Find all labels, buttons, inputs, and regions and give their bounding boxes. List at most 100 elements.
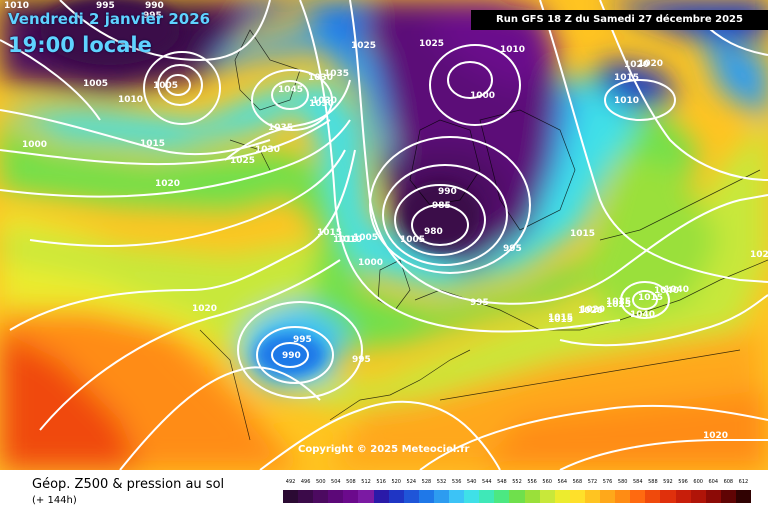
isobar-label: 1010	[337, 235, 362, 245]
isobar-label: 1020	[703, 431, 728, 441]
scale-swatch	[539, 490, 556, 503]
isobar-label: 1030	[308, 73, 333, 83]
isobar-label: 1040	[664, 285, 689, 295]
isobar-label: 1015	[548, 313, 573, 323]
scale-tick-label: 588	[648, 479, 658, 485]
isobar-label: 1005	[400, 235, 425, 245]
scale-tick-label: 496	[300, 479, 311, 485]
isobar-label: 1025	[606, 300, 631, 310]
isobar-label: 995	[143, 11, 162, 21]
scale-swatch	[313, 490, 329, 503]
isobar-label: 1025	[230, 156, 255, 166]
isobar-label: 995	[352, 355, 371, 365]
scale-tick-label: 536	[451, 479, 462, 485]
isobar-label: 1010	[500, 45, 525, 55]
scale-tick-label: 532	[436, 479, 447, 485]
scale-swatch	[735, 490, 752, 503]
scale-tick-label: 524	[406, 479, 417, 485]
model-run-info: Run GFS 18 Z du Samedi 27 décembre 2025	[471, 10, 768, 30]
isobar-label: 1035	[324, 69, 349, 79]
isobar-label: 1035	[268, 123, 293, 133]
scale-tick-label: 552	[512, 479, 522, 485]
scale-tick-label: 592	[663, 479, 673, 485]
isobar-label: 1010	[614, 96, 639, 106]
scale-tick-label: 576	[602, 479, 613, 485]
color-scale	[283, 490, 752, 503]
isobar-label: 1020	[578, 306, 603, 316]
scale-tick-label: 600	[693, 479, 703, 485]
scale-tick-label: 520	[391, 479, 401, 485]
scale-swatch	[298, 490, 314, 503]
scale-swatch	[615, 490, 631, 503]
scale-swatch	[569, 490, 586, 503]
scale-tick-label: 548	[497, 479, 507, 485]
scale-tick-label: 584	[632, 479, 643, 485]
isobar-label: 995	[503, 244, 522, 254]
scale-tick-label: 596	[678, 479, 688, 485]
scale-swatch	[373, 490, 390, 503]
legend-bar: Géop. Z500 & pression au sol (+ 144h) 49…	[0, 470, 768, 512]
isobar-label: 990	[282, 351, 301, 361]
isobar-label: 1020	[750, 250, 768, 260]
scale-swatch	[343, 490, 359, 503]
isobar-label: 1005	[353, 233, 378, 243]
isobar-label: 1015	[317, 228, 342, 238]
isobar-label: 1020	[580, 305, 605, 315]
isobar-label: 1040	[654, 286, 679, 296]
forecast-step: (+ 144h)	[32, 495, 77, 506]
isobar-label: 995	[96, 1, 115, 11]
isobar-label: 1015	[140, 139, 165, 149]
scale-swatch	[554, 490, 571, 503]
isobar-label: 1025	[606, 297, 631, 307]
scale-tick-label: 528	[421, 479, 432, 485]
scale-swatch	[660, 490, 676, 503]
scale-tick-label: 544	[482, 479, 492, 485]
isobar-label: 1030	[312, 96, 337, 106]
scale-tick-label: 492	[285, 479, 296, 485]
isobar-label: 1020	[638, 59, 663, 69]
forecast-date: Vendredi 2 janvier 2026	[8, 10, 211, 28]
scale-swatch	[328, 490, 344, 503]
isobar-label: 1000	[470, 91, 495, 101]
scale-swatch	[358, 490, 375, 503]
scale-tick-label: 568	[572, 479, 583, 485]
scale-swatch	[449, 490, 465, 503]
isobar-label: 1005	[153, 81, 178, 91]
isobar-label: 1010	[118, 95, 143, 105]
scale-swatch	[645, 490, 661, 503]
scale-tick-label: 516	[376, 479, 386, 485]
isobar-label: 985	[432, 201, 451, 211]
isobar-label: 990	[145, 1, 164, 11]
scale-swatch	[479, 490, 495, 503]
isobar-label: 1025	[419, 39, 444, 49]
scale-swatch	[509, 490, 526, 503]
coastlines	[199, 29, 768, 441]
scale-swatch	[705, 490, 722, 503]
isobars	[0, 0, 768, 470]
isobar-label: 1040	[630, 310, 655, 320]
isobar-label: 1000	[22, 140, 47, 150]
scale-swatch	[630, 490, 646, 503]
isobar-label: 990	[438, 187, 457, 197]
isobar-label: 1030	[309, 99, 334, 109]
scale-swatch	[494, 490, 510, 503]
scale-tick-label: 608	[723, 479, 734, 485]
isobar-label: 1010	[4, 1, 29, 11]
isobar-label: 1000	[358, 258, 383, 268]
isobar-label: 1015	[614, 73, 639, 83]
forecast-local-time: 19:00 locale	[8, 33, 152, 57]
isobar-label: 1005	[83, 79, 108, 89]
isobar-label: 995	[470, 298, 489, 308]
product-title: Géop. Z500 & pression au sol	[32, 477, 225, 492]
scale-swatch	[675, 490, 692, 503]
isobar-label: 1015	[548, 315, 573, 325]
copyright-notice: Copyright © 2025 Meteociel.fr	[298, 444, 470, 455]
color-scale-ticks: 492 496 500 504 508 512 516 520 524 528 532 536 540 5…	[283, 479, 751, 489]
scale-swatch	[524, 490, 541, 503]
scale-swatch	[403, 490, 420, 503]
isobar-label: 995	[293, 335, 312, 345]
isobar-label: 1030	[255, 145, 280, 155]
